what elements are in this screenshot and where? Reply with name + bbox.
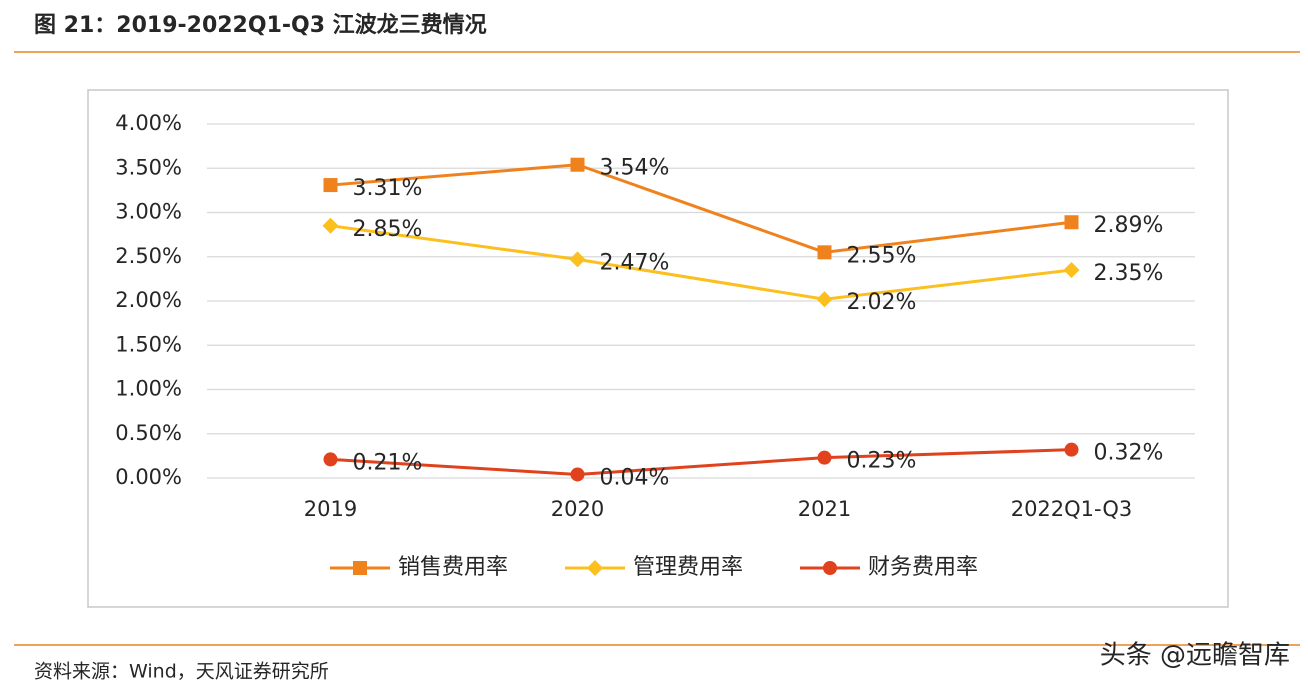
data-point [569,251,586,268]
data-point [816,291,833,308]
y-tick-label: 2.00% [115,288,182,312]
series-line [330,163,1072,254]
data-point [570,157,585,172]
y-tick-label: 2.50% [115,244,182,268]
y-tick-label: 0.50% [115,421,182,445]
chart-frame [87,89,1229,608]
data-label: 2.85% [353,217,423,242]
data-point [1064,215,1079,230]
data-label: 0.21% [353,450,423,475]
data-label: 2.35% [1094,261,1164,286]
source-note: 资料来源：Wind，天风证券研究所 [34,661,329,683]
x-tick-label: 2020 [551,497,604,521]
y-tick-label: 0.00% [115,465,182,489]
figure-title: 图 21：2019-2022Q1-Q3 江波龙三费情况 [34,12,487,38]
y-tick-label: 3.00% [115,200,182,224]
data-label: 0.04% [600,465,670,490]
data-point [570,467,585,482]
data-label: 0.23% [847,449,917,474]
legend-marker [823,561,837,575]
data-point [322,217,339,234]
data-label: 2.47% [600,250,670,275]
y-tick-label: 1.00% [115,377,182,401]
data-label: 3.31% [353,176,423,201]
data-label: 2.89% [1094,213,1164,238]
legend-label: 销售费用率 [398,555,508,580]
data-point [1064,442,1079,457]
y-tick-label: 3.50% [115,155,182,179]
data-point [323,452,338,467]
y-tick-label: 1.50% [115,332,182,356]
data-label: 0.32% [1094,441,1164,466]
x-tick-label: 2021 [798,497,851,521]
legend-marker [587,560,603,576]
y-tick-label: 4.00% [115,111,182,135]
data-point [817,245,832,260]
data-label: 2.55% [847,243,917,268]
series-line [330,224,1072,301]
legend-marker [353,561,367,575]
legend-label: 财务费用率 [868,555,978,580]
data-point [323,178,338,193]
data-label: 3.54% [600,156,670,181]
data-point [817,450,832,465]
legend-label: 管理费用率 [633,555,743,580]
data-label: 2.02% [847,290,917,315]
x-tick-label: 2022Q1-Q3 [1011,497,1133,521]
x-tick-label: 2019 [304,497,357,521]
series-line [330,448,1072,476]
watermark: 头条 @远瞻智库 [1100,641,1290,671]
data-point [1063,262,1080,279]
